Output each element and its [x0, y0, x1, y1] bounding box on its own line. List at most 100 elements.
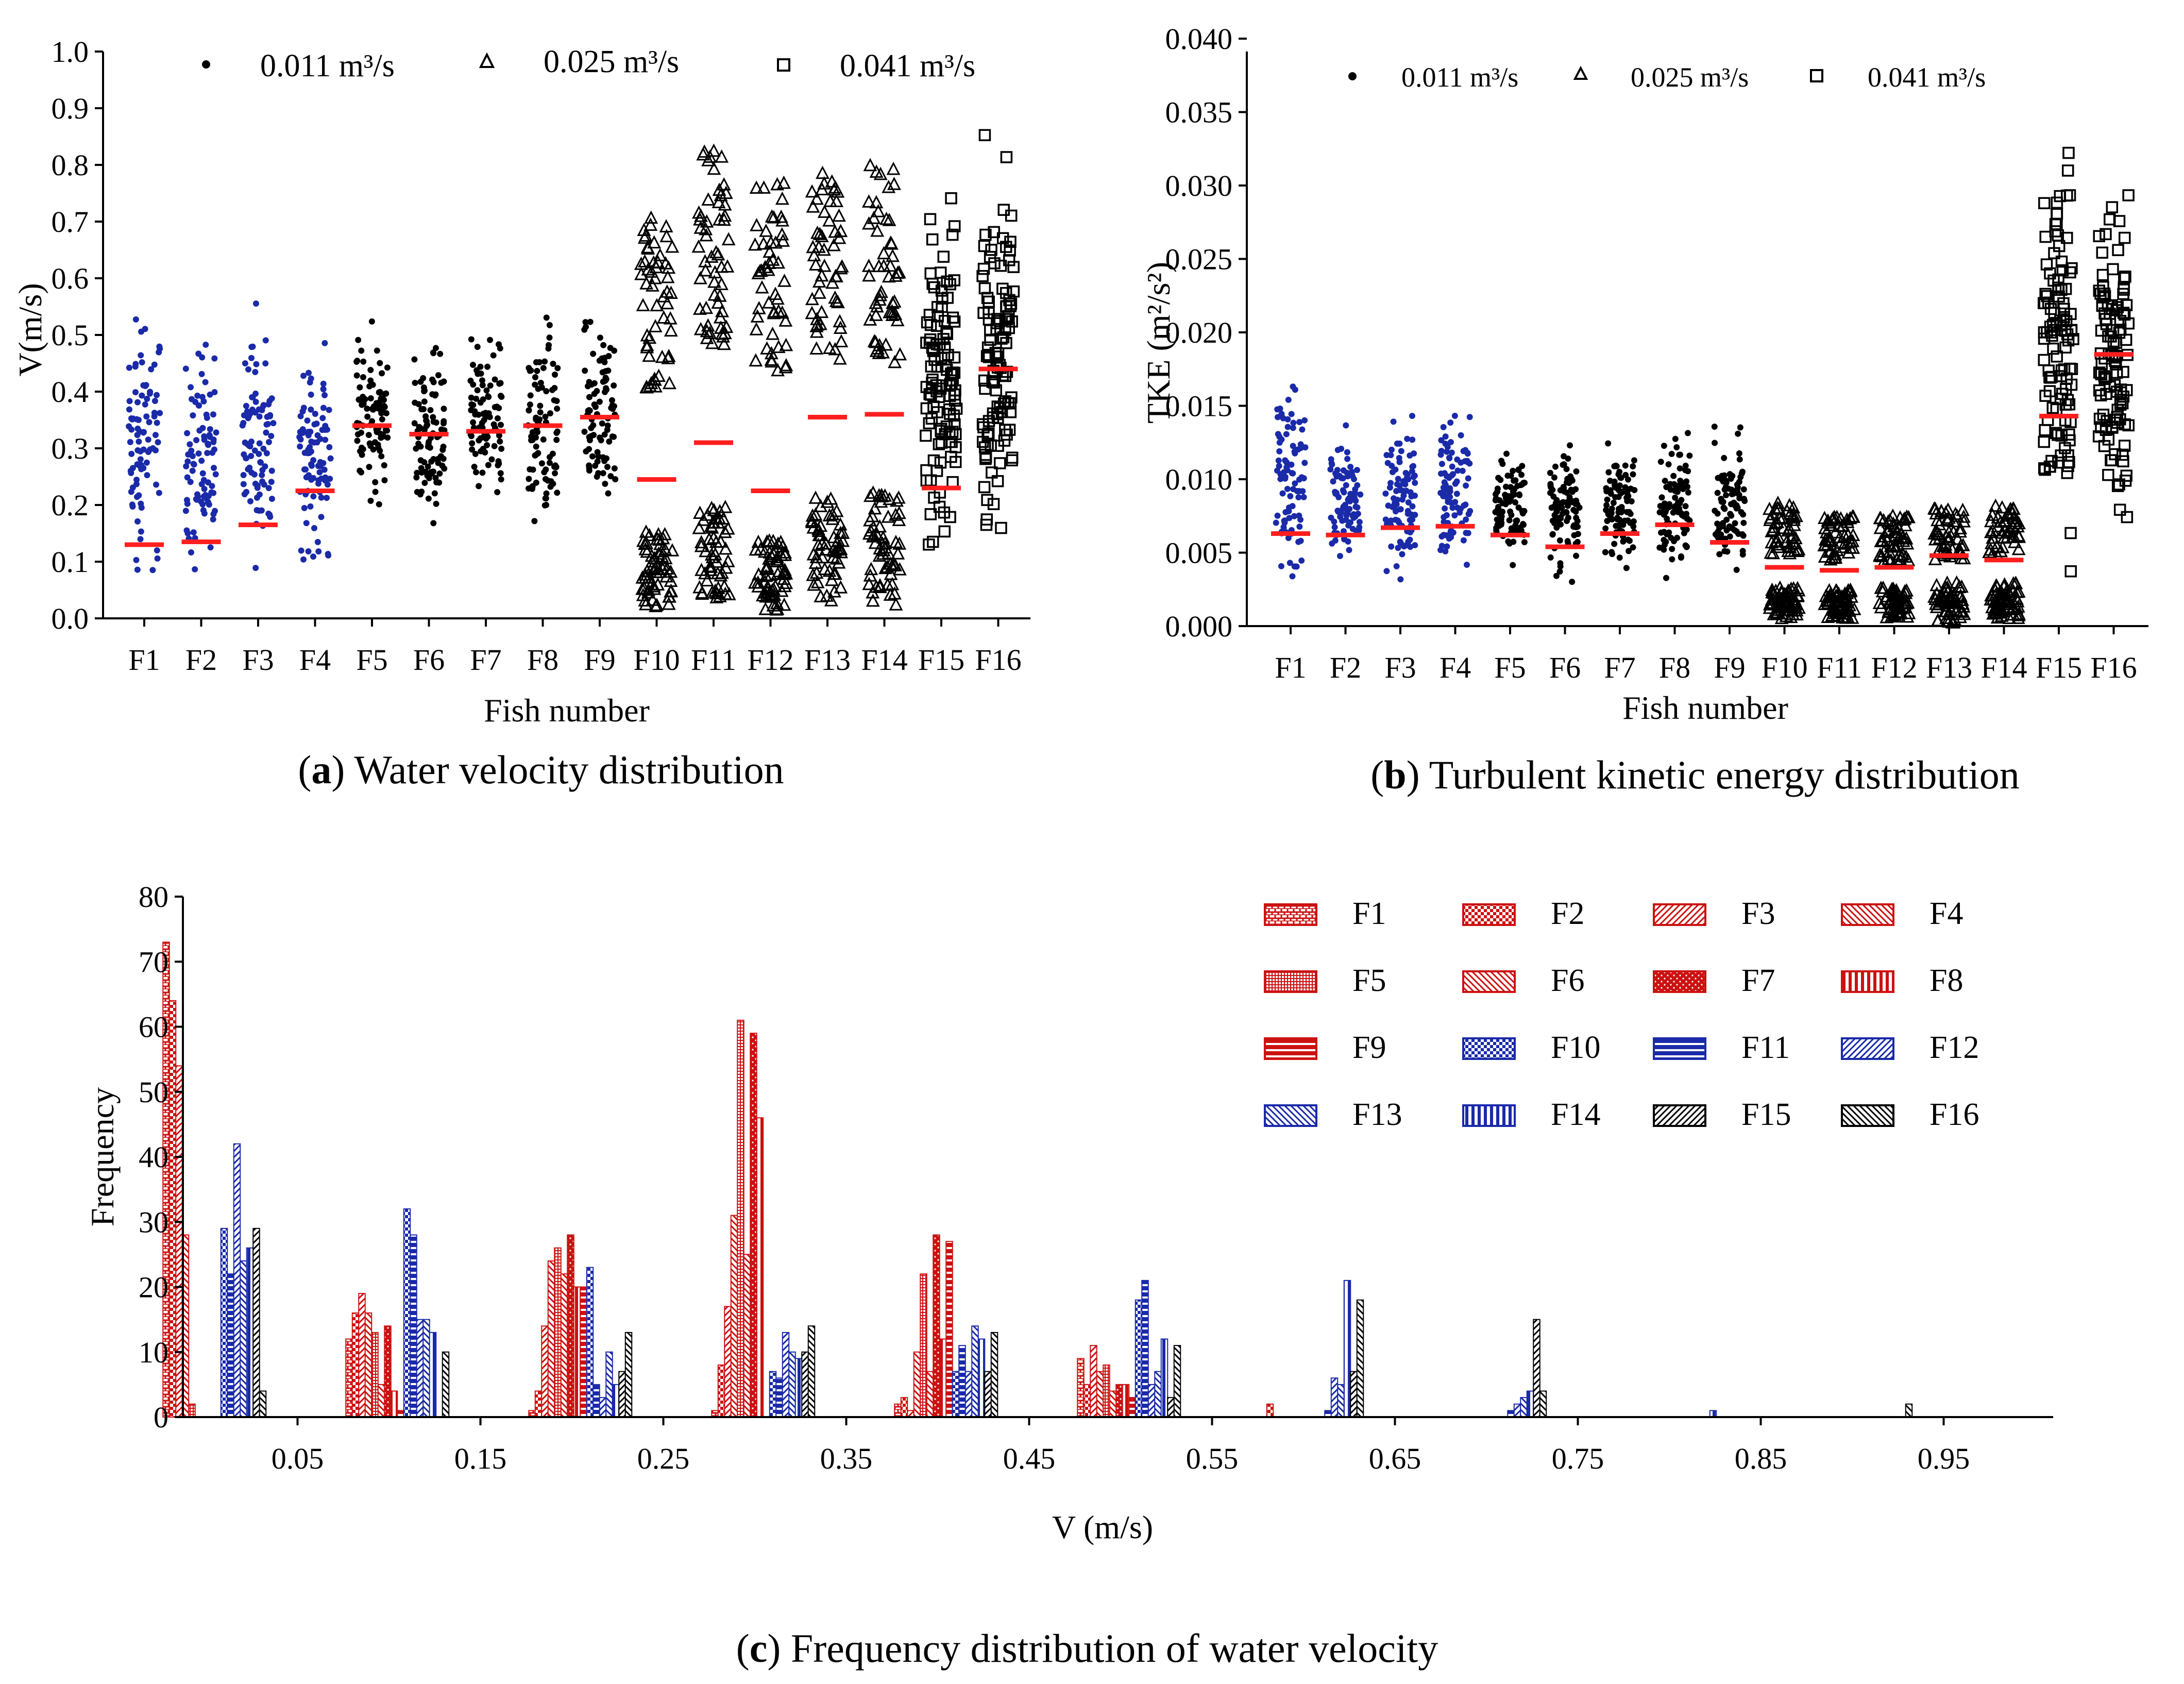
data-point — [779, 576, 793, 590]
data-point — [1818, 597, 1832, 611]
data-point — [427, 407, 434, 413]
data-point — [384, 364, 391, 371]
data-point — [822, 341, 837, 354]
data-point — [644, 217, 658, 231]
data-point — [542, 413, 549, 420]
data-point — [1557, 563, 1564, 570]
data-point — [1828, 547, 1842, 561]
data-point — [156, 490, 162, 496]
data-point — [1624, 486, 1631, 493]
data-point — [1740, 532, 1747, 539]
data-point — [320, 380, 327, 387]
data-point — [586, 407, 592, 414]
data-point — [1990, 604, 2004, 618]
data-point — [876, 259, 891, 272]
data-point — [1833, 594, 1848, 608]
data-point — [1395, 545, 1401, 551]
data-point — [707, 161, 721, 175]
data-point — [141, 429, 147, 435]
data-point — [202, 379, 209, 385]
data-point — [1502, 492, 1509, 498]
data-point — [1569, 579, 1576, 585]
x-tick-label: F3 — [242, 643, 274, 677]
data-point — [418, 489, 425, 495]
data-point — [469, 440, 476, 447]
data-point — [651, 255, 665, 268]
data-point — [134, 518, 141, 525]
bar-f7-bin-5 — [1115, 1384, 1123, 1418]
data-point — [1734, 486, 1740, 493]
bar-f16-bin-2 — [624, 1332, 633, 1418]
x-tick-label: F2 — [1330, 651, 1361, 684]
data-point — [982, 427, 995, 440]
bar-f3-bin-0 — [175, 1065, 183, 1418]
data-point — [376, 389, 382, 396]
data-point — [1630, 471, 1636, 478]
data-point — [1341, 489, 1347, 496]
data-point — [1988, 498, 2003, 512]
data-point — [831, 295, 845, 309]
data-point — [644, 210, 658, 224]
data-point — [1611, 541, 1618, 547]
data-point — [550, 361, 556, 367]
data-point — [537, 409, 544, 416]
data-point — [611, 465, 618, 471]
fish-f6-points — [1547, 442, 1583, 585]
x-tick-label: F4 — [299, 643, 331, 677]
panel-b-x-axis-label: Fish number — [1622, 689, 1788, 726]
data-point — [1519, 510, 1526, 517]
legend-label-f13: F13 — [1352, 1097, 1402, 1132]
data-point — [1677, 477, 1684, 484]
data-point — [1447, 488, 1453, 495]
data-point — [774, 209, 788, 223]
panel-b-y-axis-label: TKE (m²/s²) — [1140, 262, 1177, 424]
data-point — [1780, 503, 1794, 517]
data-point — [1843, 540, 1857, 554]
data-point — [995, 521, 1007, 534]
data-point — [1766, 546, 1780, 560]
data-point — [1564, 498, 1571, 505]
data-point — [1763, 597, 1777, 611]
data-point — [1723, 492, 1730, 499]
data-point — [696, 512, 710, 526]
data-point — [367, 497, 374, 504]
data-point — [1605, 469, 1612, 476]
data-point — [657, 527, 672, 541]
data-point — [715, 304, 729, 317]
data-point — [1843, 582, 1858, 596]
legend-label-f15: F15 — [1741, 1097, 1791, 1132]
data-point — [808, 507, 823, 521]
y-tick-label: 30 — [139, 1205, 168, 1239]
fish-f10-points — [1762, 495, 1806, 625]
data-point — [1682, 503, 1689, 510]
data-point — [420, 406, 427, 413]
data-point — [1734, 504, 1741, 511]
data-point — [696, 147, 710, 161]
data-point — [440, 443, 447, 450]
x-tick-label: F3 — [1384, 651, 1416, 684]
x-tick-label: F8 — [527, 643, 558, 677]
data-point — [1772, 511, 1787, 524]
data-point — [1508, 512, 1515, 518]
data-point — [873, 519, 887, 533]
data-point — [201, 485, 208, 492]
data-point — [1576, 504, 1583, 511]
data-point — [1716, 551, 1723, 558]
data-point — [327, 476, 333, 482]
data-point — [256, 450, 262, 457]
data-point — [1673, 444, 1680, 451]
data-point — [691, 239, 706, 253]
data-point — [1290, 470, 1296, 477]
data-point — [210, 511, 217, 517]
data-point — [1656, 509, 1663, 516]
x-tick-label: 0.65 — [1369, 1442, 1421, 1475]
fish-f14-points — [1982, 498, 2026, 625]
data-point — [1275, 457, 1282, 464]
x-tick-label: F13 — [804, 643, 851, 677]
data-point — [127, 439, 133, 445]
data-point — [662, 376, 676, 390]
data-point — [424, 418, 430, 425]
data-point — [262, 463, 268, 470]
bar-f4-bin-2 — [547, 1260, 555, 1418]
data-point — [485, 393, 492, 400]
